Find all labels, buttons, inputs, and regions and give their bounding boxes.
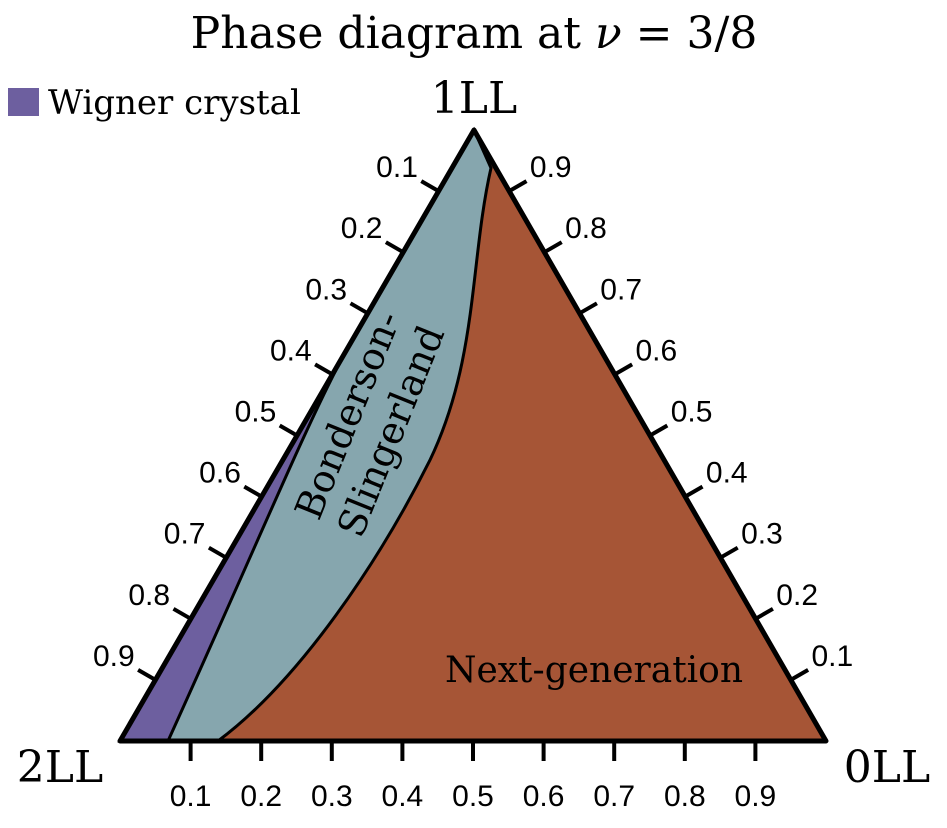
left-tick-label-1: 0.1 [376, 151, 418, 184]
left-tick-label-4: 0.4 [270, 334, 312, 367]
right-tick-8 [754, 607, 774, 621]
left-tick-6 [243, 484, 263, 499]
legend-swatch [8, 88, 39, 116]
right-tick-4 [613, 362, 634, 377]
left-tick-4 [314, 362, 334, 377]
right-tick-label-4: 0.6 [636, 334, 678, 367]
right-tick-5 [648, 423, 669, 438]
left-tick-label-8: 0.8 [128, 579, 170, 612]
right-tick-2 [543, 240, 563, 254]
right-edge-ticks: 0.9 0.8 0.7 0.6 0.5 0.4 0.3 0.2 0.1 [508, 151, 854, 682]
diagram-title: Phase diagram at ν = 3/8 [191, 8, 758, 59]
region-label-next-generation: Next-generation [445, 650, 743, 691]
bottom-tick-label-3: 0.3 [311, 780, 353, 813]
bottom-tick-label-9: 0.9 [735, 780, 777, 813]
bottom-tick-label-8: 0.8 [664, 780, 706, 813]
left-tick-label-6: 0.6 [199, 457, 241, 490]
left-tick-2 [384, 240, 405, 254]
left-tick-label-2: 0.2 [341, 212, 383, 245]
legend-label: Wigner crystal [48, 83, 301, 123]
right-tick-7 [719, 545, 739, 560]
right-tick-label-3: 0.7 [600, 273, 642, 306]
right-tick-label-9: 0.1 [812, 640, 854, 673]
left-tick-label-3: 0.3 [305, 273, 347, 306]
right-tick-label-5: 0.5 [671, 396, 713, 429]
right-tick-label-6: 0.4 [706, 457, 748, 490]
right-tick-label-2: 0.8 [565, 212, 607, 245]
vertex-label-2LL: 2LL [17, 742, 103, 793]
title-prefix: Phase diagram at [191, 8, 595, 59]
bottom-tick-label-2: 0.2 [240, 780, 282, 813]
left-tick-label-7: 0.7 [164, 518, 206, 551]
vertex-label-0LL: 0LL [844, 742, 930, 793]
bottom-tick-label-1: 0.1 [170, 780, 212, 813]
left-tick-1 [420, 179, 440, 193]
right-tick-1 [508, 179, 528, 193]
vertex-label-1LL: 1LL [431, 73, 517, 124]
left-tick-label-9: 0.9 [93, 640, 135, 673]
left-tick-5 [278, 423, 299, 438]
left-tick-8 [172, 607, 192, 621]
legend: Wigner crystal [8, 83, 301, 123]
bottom-tick-label-6: 0.6 [523, 780, 565, 813]
right-tick-6 [684, 484, 704, 499]
title-fraction: 3/8 [687, 8, 758, 59]
right-tick-label-7: 0.3 [741, 518, 783, 551]
left-tick-9 [137, 668, 157, 682]
right-tick-label-1: 0.9 [530, 151, 572, 184]
left-tick-3 [349, 301, 369, 316]
bottom-tick-label-7: 0.7 [593, 780, 635, 813]
left-edge-ticks: 0.1 0.2 0.3 0.4 0.5 0.6 0.7 0.8 0.9 [93, 151, 440, 682]
left-tick-7 [207, 545, 228, 560]
bottom-tick-label-4: 0.4 [382, 780, 424, 813]
bottom-edge-ticks: 0.1 0.2 0.3 0.4 0.5 0.6 0.7 0.8 0.9 [170, 741, 777, 813]
title-nu: ν [595, 8, 622, 59]
left-tick-label-5: 0.5 [235, 396, 277, 429]
right-tick-9 [789, 668, 810, 682]
title-equals: = [622, 8, 687, 59]
right-tick-3 [578, 301, 598, 316]
bottom-tick-label-5: 0.5 [452, 780, 494, 813]
right-tick-label-8: 0.2 [776, 579, 818, 612]
